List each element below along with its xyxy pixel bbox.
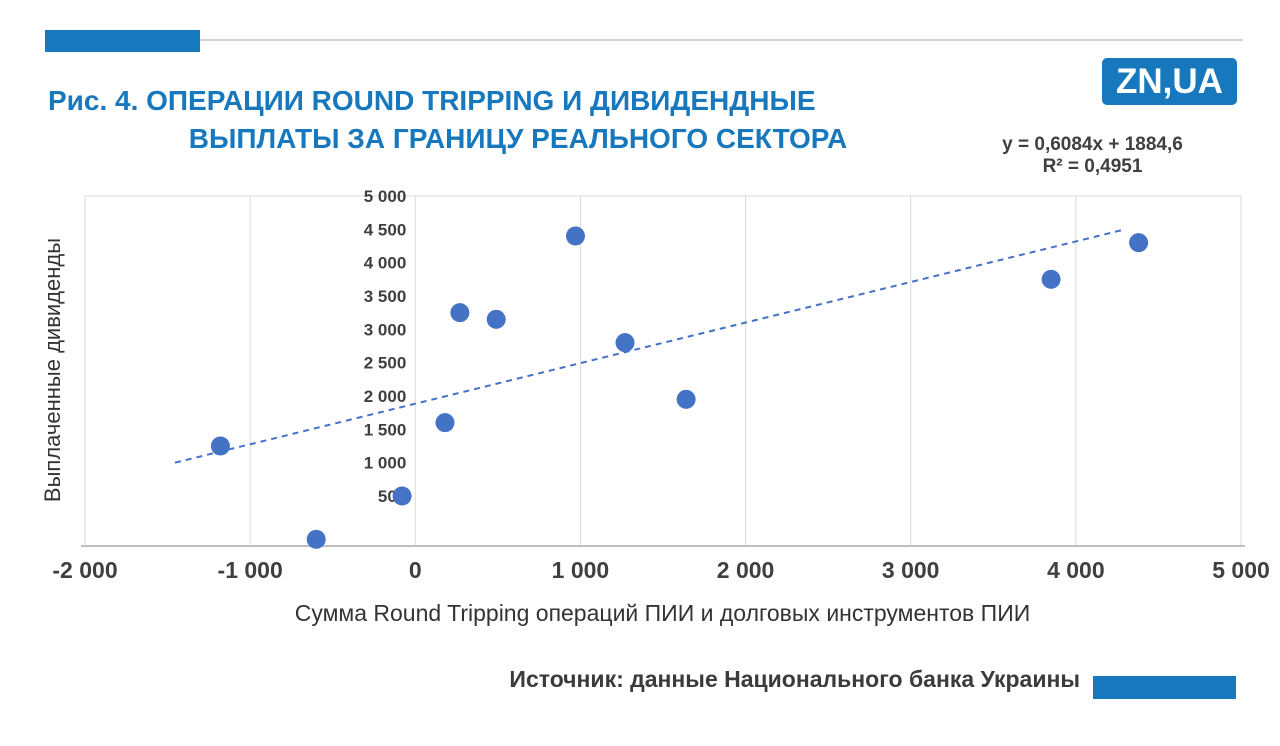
x-axis-title: Сумма Round Tripping операций ПИИ и долг… [294,600,1031,626]
data-point [392,486,412,506]
figure-title-line1: Рис. 4. ОПЕРАЦИИ ROUND TRIPPING И ДИВИДЕ… [48,85,816,116]
x-tick-label: 3 000 [882,557,940,583]
data-point [486,309,506,329]
r-squared-line: R² = 0,4951 [1042,156,1143,177]
scatter-plot: -2 000 -1 000 0 1 000 2 000 3 000 4 000 5 00050… [52,187,1269,583]
accent-bar-bottom [1093,676,1236,699]
y-tick-label: 5 000 [364,187,407,206]
x-tick-label: 4 000 [1047,557,1105,583]
data-point [306,529,326,549]
data-point [565,226,585,246]
data-point [450,303,470,323]
data-point [1129,233,1149,253]
y-tick-label: 3 000 [364,320,407,339]
x-tick-label: -2 000 [52,557,117,583]
y-tick-label: 2 000 [364,387,407,406]
data-point [435,413,455,433]
y-tick-label: 2 500 [364,354,407,373]
data-point [615,333,635,353]
znua-logo-text: ZN,UA [1116,61,1223,101]
header-rule [200,39,1243,41]
y-tick-label: 4 000 [364,254,407,273]
equation-line: y = 0,6084x + 1884,6 [1002,134,1183,155]
y-tick-label: 1 500 [364,420,407,439]
x-tick-label: 1 000 [552,557,610,583]
data-point [210,436,230,456]
figure-title: Рис. 4. ОПЕРАЦИИ ROUND TRIPPING И ДИВИДЕ… [48,82,1048,158]
data-point [676,389,696,409]
source-caption: Источник: данные Национального банка Укр… [509,666,1080,692]
data-point [1041,269,1061,289]
y-tick-label: 4 500 [364,220,407,239]
trendline [174,229,1123,464]
x-tick-label: -1 000 [218,557,283,583]
figure-title-line2: ВЫПЛАТЫ ЗА ГРАНИЦУ РЕАЛЬНОГО СЕКТОРА [188,123,848,154]
x-tick-label: 5 000 [1212,557,1270,583]
trendline-equation: y = 0,6084x + 1884,6 R² = 0,4951 [995,134,1190,178]
accent-bar-top [45,30,200,52]
x-tick-label: 2 000 [717,557,775,583]
y-tick-label: 1 000 [364,454,407,473]
x-tick-label: 0 [409,557,422,583]
znua-logo: ZN,UA [1102,58,1237,105]
y-tick-label: 3 500 [364,287,407,306]
